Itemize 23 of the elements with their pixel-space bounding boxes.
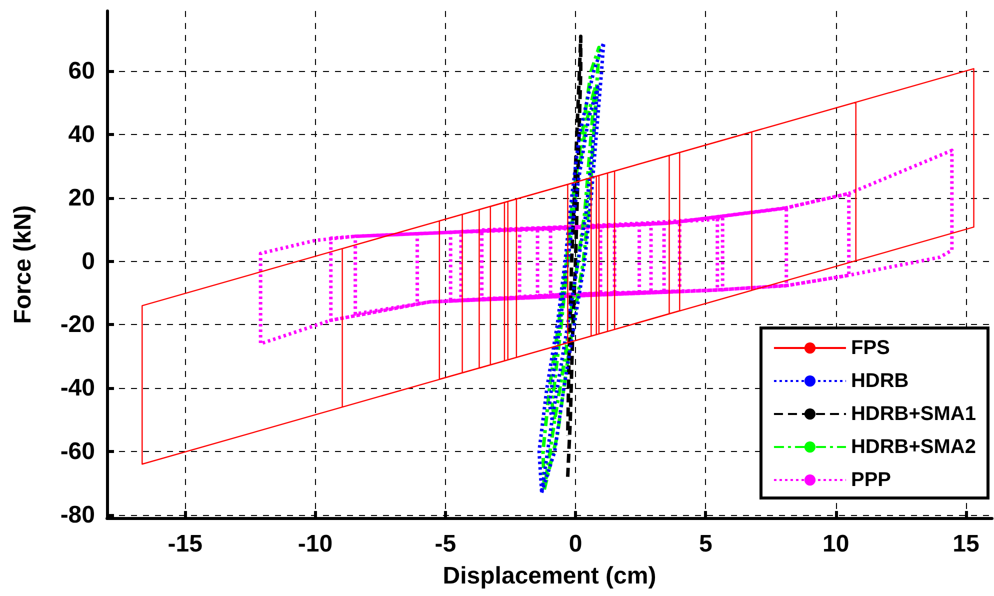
legend-label: HDRB+SMA2 [850, 436, 976, 458]
y-tick-label: -60 [60, 438, 95, 465]
legend-label: PPP [850, 469, 892, 491]
x-tick-label: 10 [822, 530, 850, 558]
y-tick-label: 60 [68, 58, 95, 85]
y-tick-label: -40 [60, 374, 95, 402]
x-tick-label: 0 [568, 530, 582, 558]
x-tick-label: -15 [168, 530, 202, 558]
y-axis-title: Force (kN) [10, 205, 36, 324]
line-series [142, 68, 974, 465]
legend-label: FPS [850, 337, 890, 359]
x-tick-label: 15 [952, 530, 980, 558]
legend-label: HDRB+SMA1 [850, 403, 976, 425]
x-axis-title: Displacement (cm) [442, 562, 656, 590]
x-tick-label: -5 [434, 530, 456, 558]
y-tick-label: 20 [68, 184, 95, 212]
y-tick-label: 0 [82, 248, 95, 275]
y-tick-label: -20 [60, 311, 95, 338]
y-tick-label: 40 [68, 121, 95, 148]
y-tick-label: -80 [60, 501, 95, 528]
x-tick-label: -10 [298, 530, 333, 558]
x-tick-label: 5 [698, 530, 712, 558]
legend-label: HDRB [850, 370, 909, 392]
